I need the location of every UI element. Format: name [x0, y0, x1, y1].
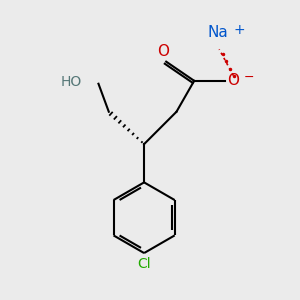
- Text: Cl: Cl: [137, 256, 151, 271]
- Text: O: O: [157, 44, 169, 59]
- Text: HO: HO: [61, 75, 82, 89]
- Text: +: +: [233, 22, 245, 37]
- Text: −: −: [243, 71, 254, 84]
- Text: Na: Na: [207, 25, 228, 40]
- Text: O: O: [227, 73, 239, 88]
